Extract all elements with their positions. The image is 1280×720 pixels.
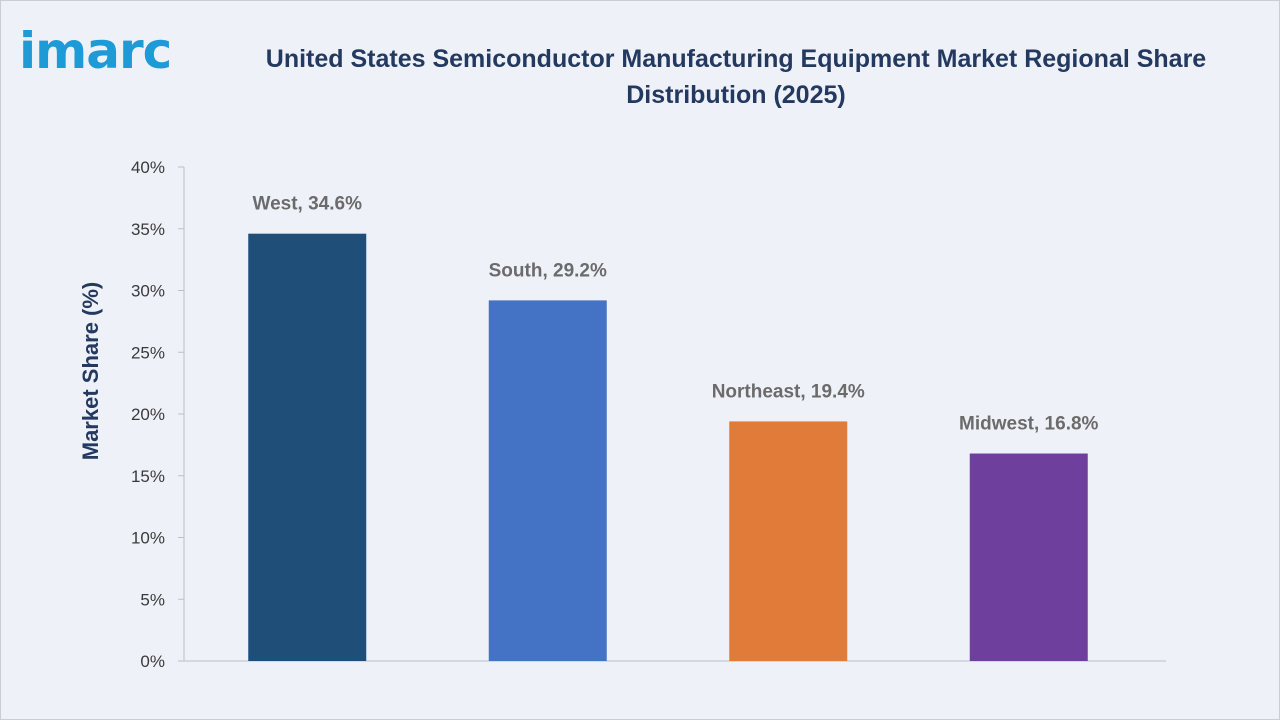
bar-midwest: [969, 453, 1088, 661]
imarc-logo: imarc: [19, 23, 204, 83]
data-label-south: South, 29.2%: [489, 260, 607, 281]
y-axis-label: Market Share (%): [78, 282, 103, 461]
bars: [248, 233, 1088, 661]
y-tick-label: 10%: [131, 529, 165, 548]
y-tick-label: 30%: [131, 282, 165, 301]
y-tick-label: 0%: [140, 652, 165, 671]
logo-text: imarc: [19, 22, 172, 80]
bar-south: [488, 300, 607, 661]
data-label-northeast: Northeast, 19.4%: [712, 381, 865, 402]
chart-title: United States Semiconductor Manufacturin…: [265, 45, 1207, 109]
y-tick-label: 20%: [131, 405, 165, 424]
bar-west: [248, 233, 367, 661]
bar-northeast: [729, 421, 848, 661]
y-tick-label: 25%: [131, 343, 165, 362]
y-tick-label: 35%: [131, 220, 165, 239]
data-label-west: West, 34.6%: [253, 194, 363, 215]
data-labels: West, 34.6% South, 29.2% Northeast, 19.4% M…: [253, 194, 1099, 435]
y-tick-label: 5%: [140, 590, 165, 609]
y-tick-label: 15%: [131, 467, 165, 486]
data-label-midwest: Midwest, 16.8%: [959, 414, 1098, 435]
y-tick-label: 40%: [131, 158, 165, 177]
